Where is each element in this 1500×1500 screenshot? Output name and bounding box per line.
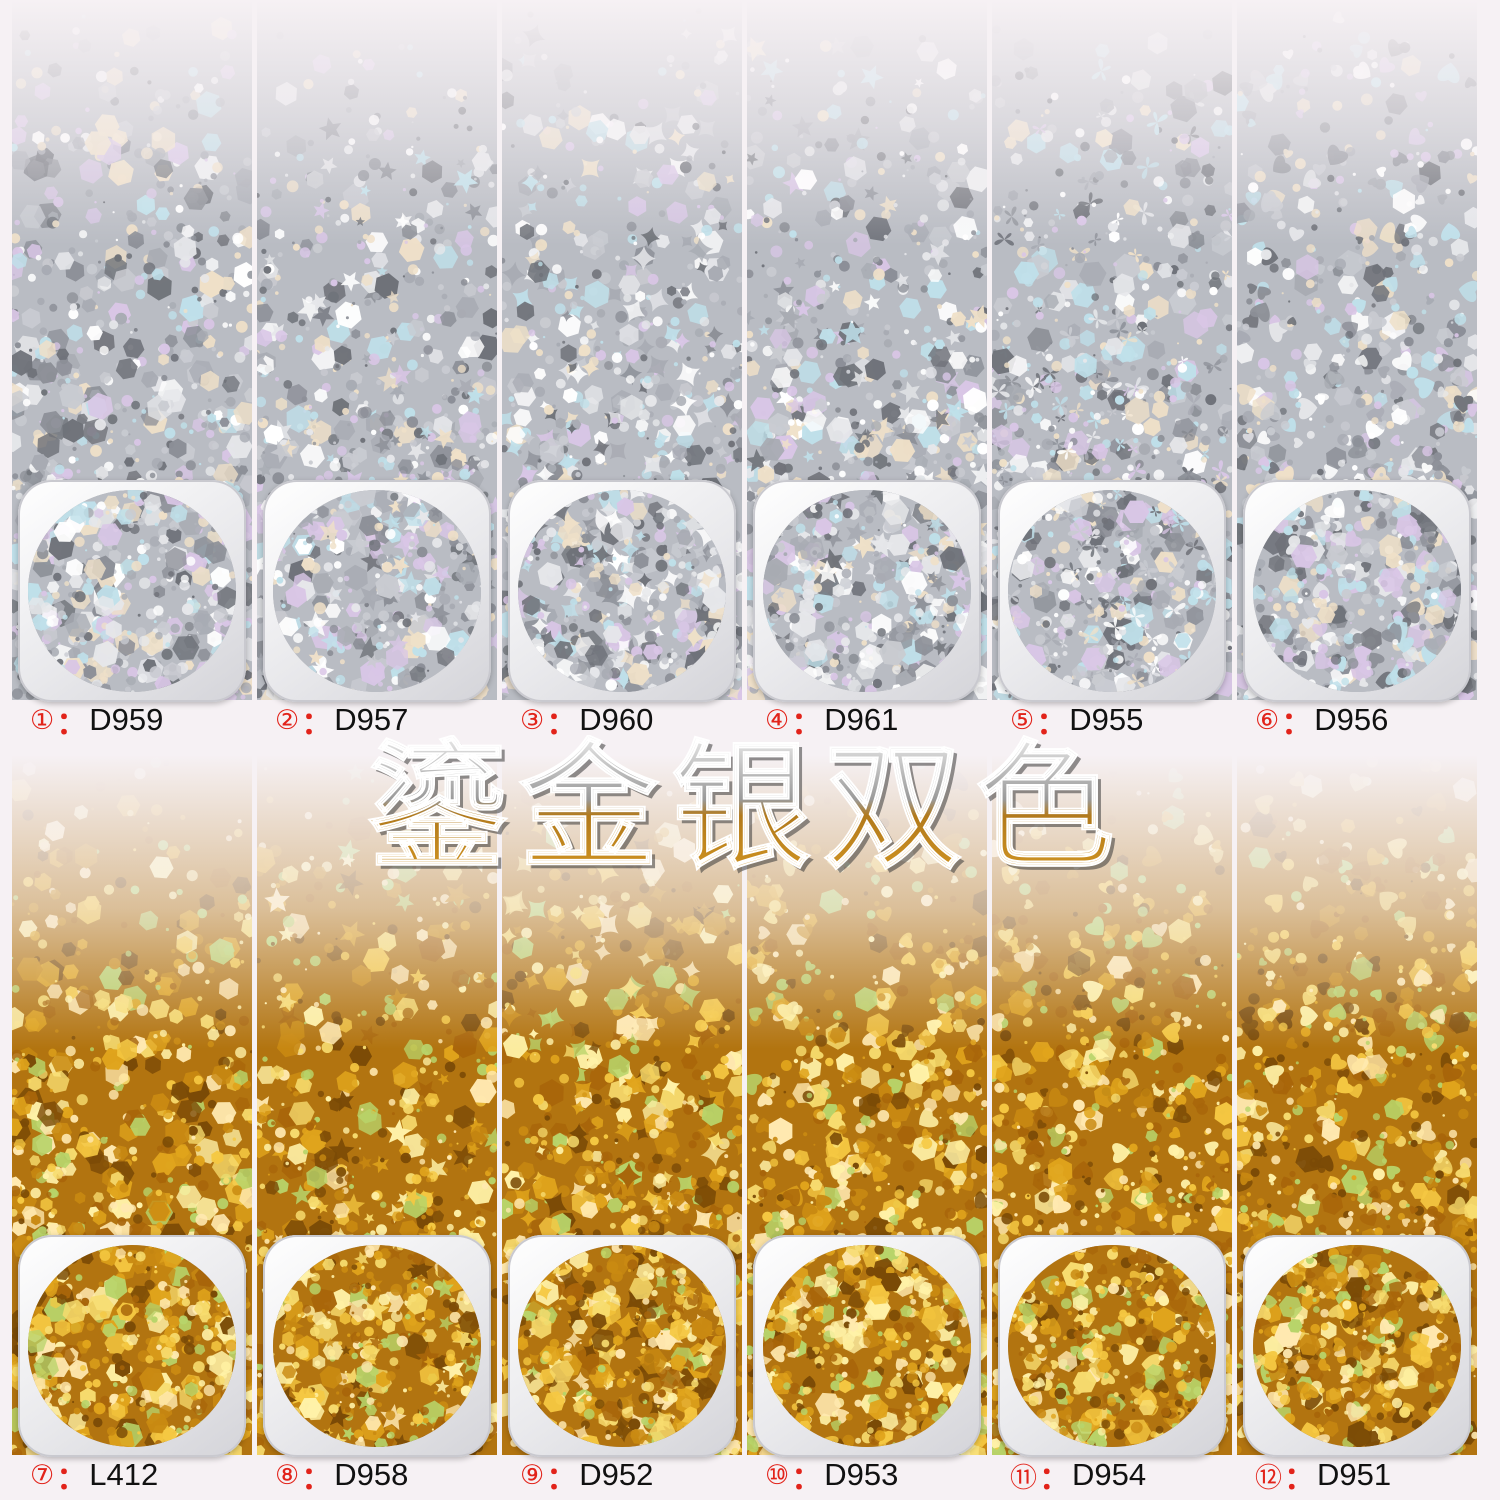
glitter-jar	[753, 1235, 981, 1457]
product-code: D954	[1072, 1457, 1147, 1492]
product-code: D951	[1317, 1457, 1392, 1492]
jar-contents	[28, 1245, 236, 1447]
product-number: ⑩	[765, 1459, 790, 1491]
product-label: ⑫： D951	[1255, 1457, 1392, 1496]
product-card: ⑤： D955	[992, 0, 1232, 741]
label-separator: ：	[56, 1460, 88, 1496]
product-number: ⑧	[275, 1459, 300, 1491]
product-label: ⑪： D954	[1010, 1457, 1147, 1496]
jar-contents	[28, 490, 236, 692]
product-card: ⑫： D951	[1237, 755, 1477, 1496]
product-code: D955	[1069, 702, 1144, 737]
glitter-jar	[263, 1235, 491, 1457]
product-card: ③： D960	[502, 0, 742, 741]
product-label: ⑤： D955	[1010, 702, 1144, 741]
product-code: L412	[89, 1457, 159, 1492]
silver-row: ①： D959 ②： D957 ③： D960 ④： D961 ⑤： D955 ⑥： D956	[12, 0, 1492, 741]
label-separator: ：	[546, 705, 578, 741]
jar-contents	[1253, 490, 1461, 692]
product-card: ⑥： D956	[1237, 0, 1477, 741]
glitter-jar	[998, 480, 1226, 702]
glitter-jar	[1243, 1235, 1471, 1457]
product-label: ③： D960	[520, 702, 654, 741]
product-label: ⑧： D958	[275, 1457, 409, 1496]
product-code: D957	[334, 702, 409, 737]
product-card: ⑪： D954	[992, 755, 1232, 1496]
label-separator: ：	[1036, 705, 1068, 741]
glitter-jar	[18, 1235, 246, 1457]
headline-shadow: 鎏金银双色	[372, 735, 1132, 892]
jar-contents	[763, 1245, 971, 1447]
product-number: ⑤	[1010, 704, 1035, 736]
glitter-jar	[998, 1235, 1226, 1457]
product-number: ⑪	[1010, 1462, 1037, 1494]
product-label: ⑥： D956	[1255, 702, 1389, 741]
product-card: ④： D961	[747, 0, 987, 741]
product-code: D961	[824, 702, 899, 737]
label-separator: ：	[301, 705, 333, 741]
label-separator: ：	[546, 1460, 578, 1496]
product-number: ③	[520, 704, 545, 736]
glitter-jar	[508, 480, 736, 702]
product-card: ⑦： L412	[12, 755, 252, 1496]
jar-contents	[1253, 1245, 1461, 1447]
jar-contents	[763, 490, 971, 692]
label-separator: ：	[791, 1460, 823, 1496]
jar-contents	[1008, 1245, 1216, 1447]
product-card: ①： D959	[12, 0, 252, 741]
glitter-jar	[508, 1235, 736, 1457]
product-number: ①	[30, 704, 55, 736]
product-card: ⑧： D958	[257, 755, 497, 1496]
jar-contents	[273, 1245, 481, 1447]
product-code: D956	[1314, 702, 1389, 737]
label-separator: ：	[301, 1460, 333, 1496]
label-separator: ：	[1039, 1460, 1070, 1496]
gold-row: ⑦： L412 ⑧： D958 ⑨： D952 ⑩： D953 ⑪： D954 ⑫： D951	[12, 755, 1492, 1496]
product-number: ⑫	[1255, 1462, 1282, 1494]
product-code: D958	[334, 1457, 409, 1492]
product-card: ②： D957	[257, 0, 497, 741]
jar-contents	[1008, 490, 1216, 692]
product-number: ⑨	[520, 1459, 545, 1491]
product-number: ⑦	[30, 1459, 55, 1491]
product-card: ⑨： D952	[502, 755, 742, 1496]
headline-text: 鎏金银双色	[368, 735, 1128, 888]
product-number: ②	[275, 704, 300, 736]
product-label: ④： D961	[765, 702, 899, 741]
product-card: ⑩： D953	[747, 755, 987, 1496]
label-separator: ：	[791, 705, 823, 741]
glitter-jar	[1243, 480, 1471, 702]
label-separator: ：	[1281, 705, 1313, 741]
product-label: ⑩： D953	[765, 1457, 899, 1496]
product-label: ⑦： L412	[30, 1457, 159, 1496]
product-code: D959	[89, 702, 164, 737]
glitter-jar	[753, 480, 981, 702]
glitter-jar	[263, 480, 491, 702]
product-label: ②： D957	[275, 702, 409, 741]
product-code: D952	[579, 1457, 654, 1492]
label-separator: ：	[56, 705, 88, 741]
product-label: ⑨： D952	[520, 1457, 654, 1496]
jar-contents	[518, 1245, 726, 1447]
product-number: ⑥	[1255, 704, 1280, 736]
label-separator: ：	[1284, 1460, 1315, 1496]
product-code: D953	[824, 1457, 899, 1492]
product-label: ①： D959	[30, 702, 164, 741]
glitter-jar	[18, 480, 246, 702]
headline: 鎏金银双色 鎏金银双色	[367, 735, 1132, 892]
product-number: ④	[765, 704, 790, 736]
product-code: D960	[579, 702, 654, 737]
jar-contents	[273, 490, 481, 692]
jar-contents	[518, 490, 726, 692]
